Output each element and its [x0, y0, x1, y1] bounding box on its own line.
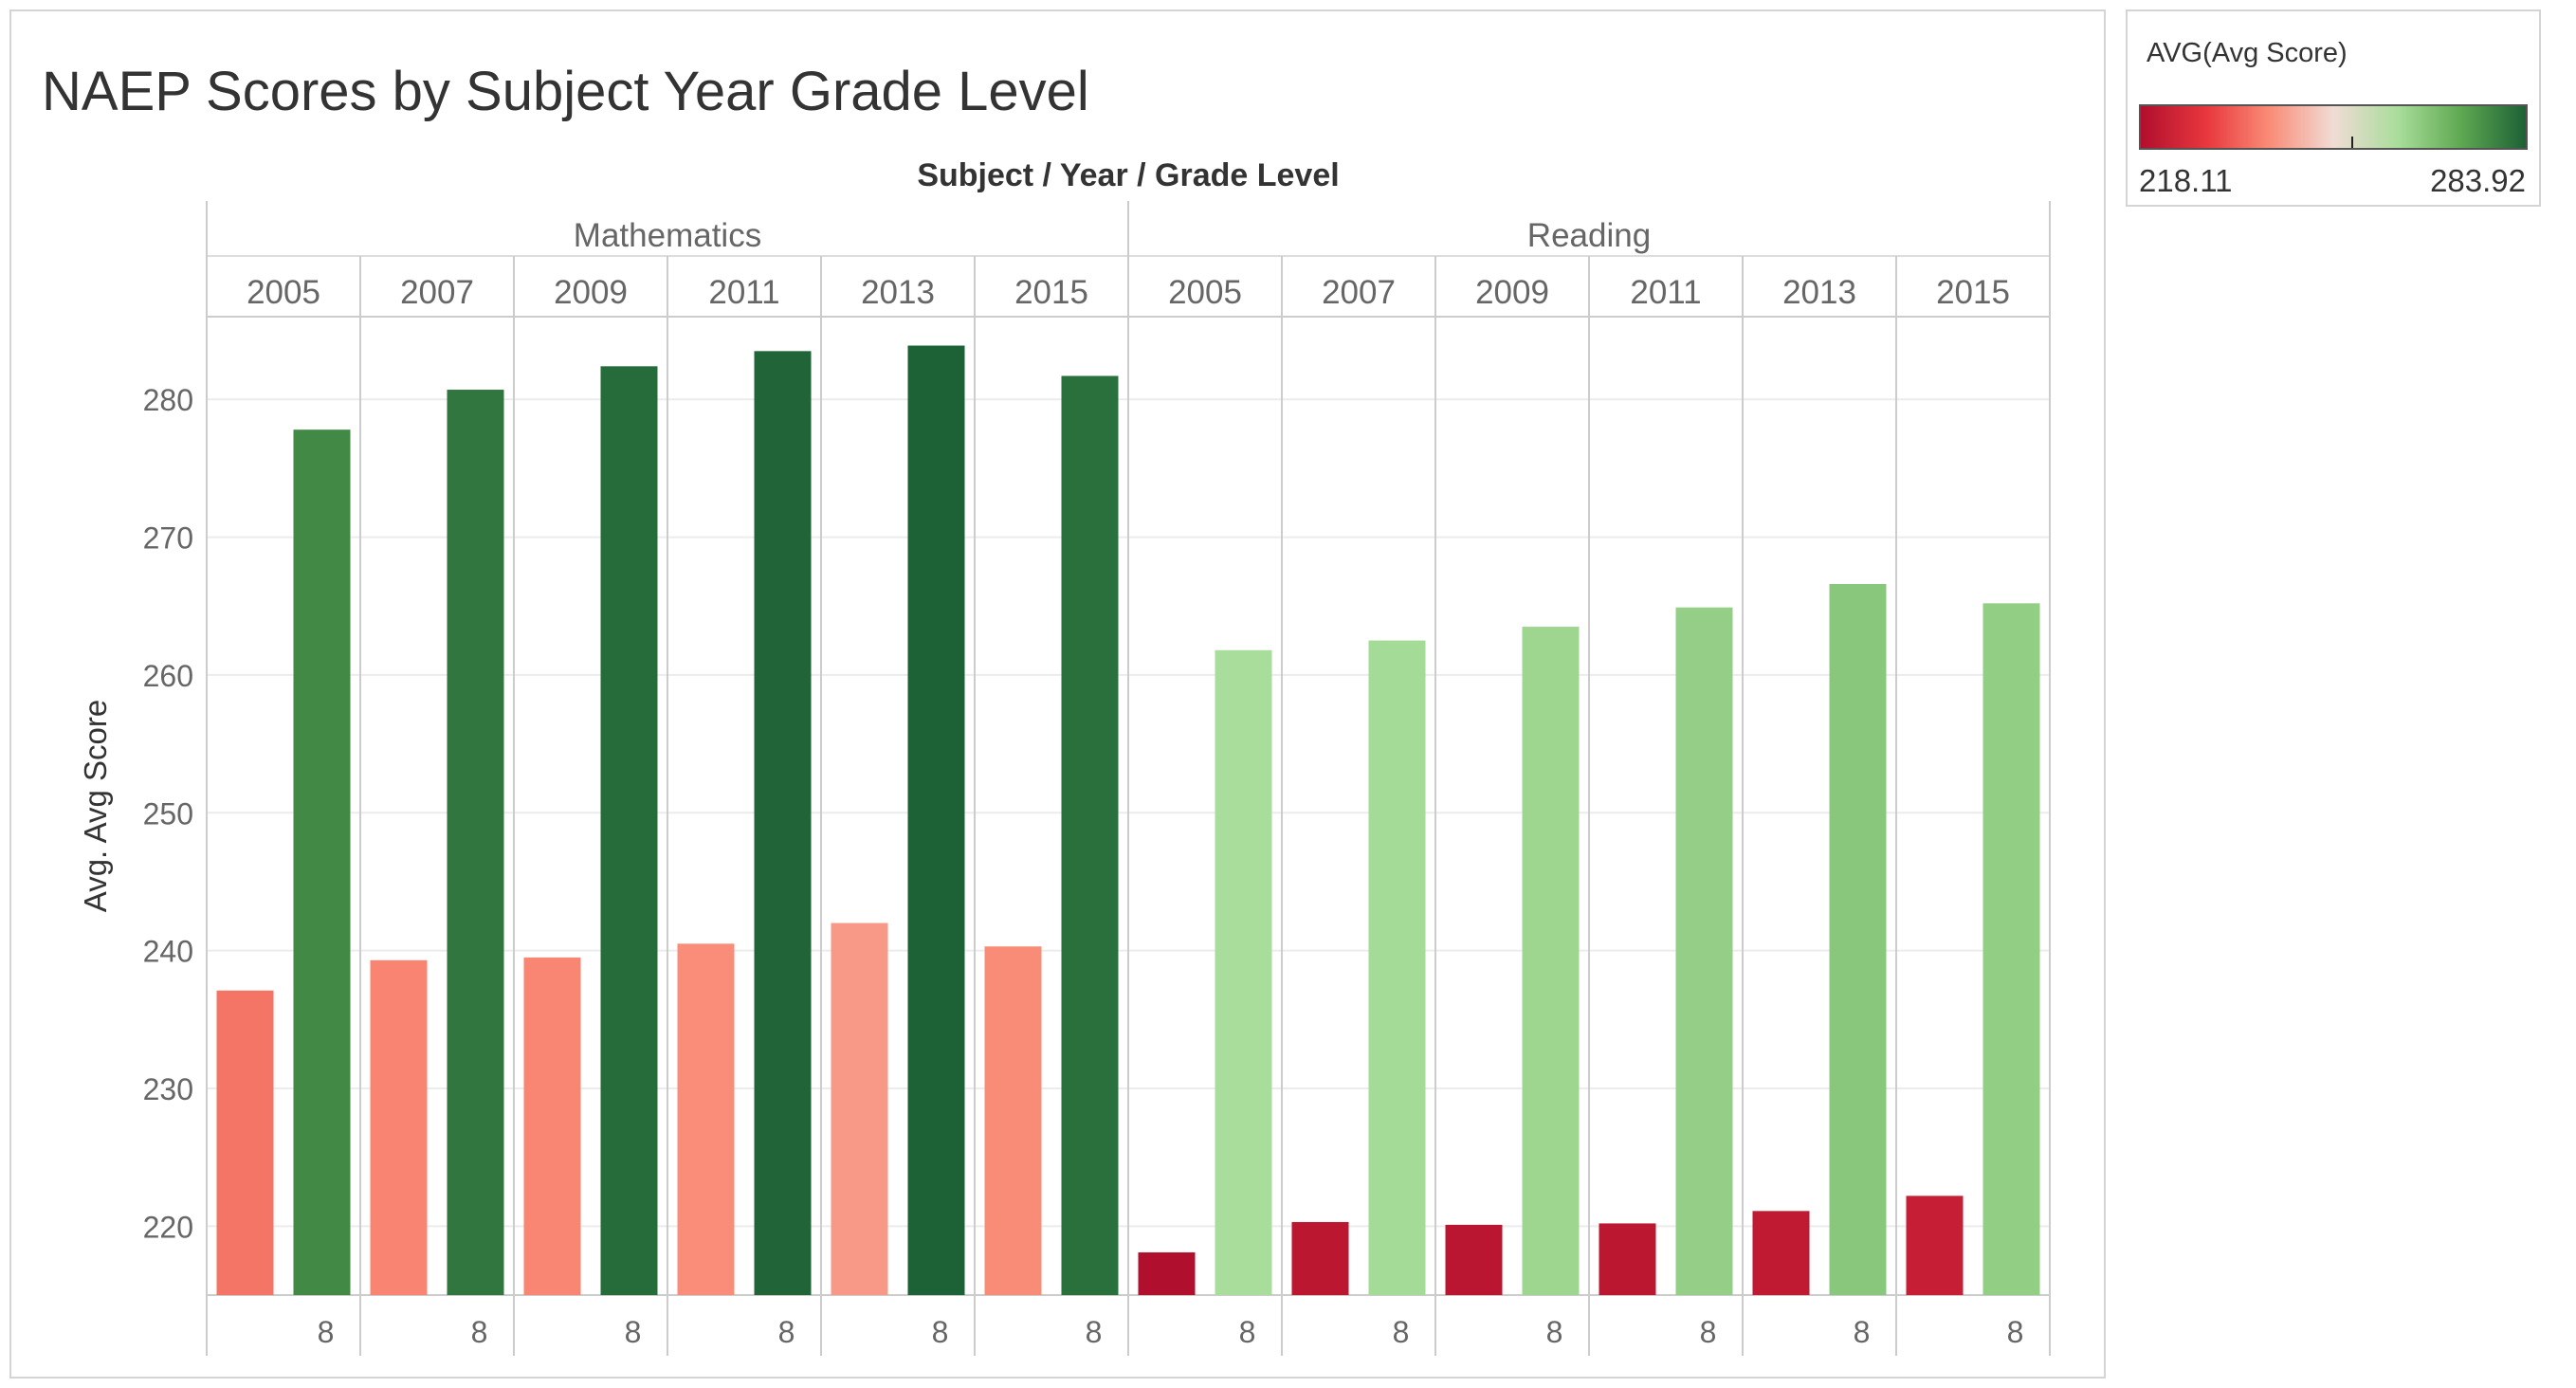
grade-label: 8 — [318, 1315, 335, 1349]
grade-label: 8 — [1546, 1315, 1563, 1349]
y-tick-label: 270 — [143, 521, 193, 556]
bar — [1599, 1223, 1656, 1295]
bar — [600, 366, 658, 1295]
year-header: 2009 — [554, 274, 628, 311]
grade-label: 8 — [932, 1315, 949, 1349]
year-header: 2015 — [1936, 274, 2010, 311]
bar-chart: NAEP Scores by Subject Year Grade Level S… — [42, 61, 2051, 1356]
bar — [831, 922, 888, 1295]
grade-label: 8 — [1700, 1315, 1717, 1349]
color-legend[interactable]: AVG(Avg Score) 218.11 283.92 — [2126, 9, 2541, 207]
year-header: 2011 — [708, 274, 779, 311]
grade-label: 8 — [1393, 1315, 1410, 1349]
legend-max-value: 283.92 — [2430, 163, 2526, 198]
y-tick-label: 220 — [143, 1210, 193, 1244]
year-header: 2011 — [1630, 274, 1701, 311]
chart-panel: NAEP Scores by Subject Year Grade Level S… — [9, 9, 2106, 1379]
year-header: 2013 — [861, 274, 935, 311]
grade-label: 8 — [1086, 1315, 1103, 1349]
year-header: 2007 — [400, 274, 474, 311]
grade-label: 8 — [1854, 1315, 1871, 1349]
bar — [1061, 375, 1119, 1295]
bar — [1752, 1211, 1810, 1295]
grade-label: 8 — [625, 1315, 642, 1349]
y-tick-label: 250 — [143, 796, 193, 831]
grade-label: 8 — [1239, 1315, 1256, 1349]
year-header: 2005 — [1168, 274, 1242, 311]
legend-center-tick — [2351, 137, 2353, 148]
y-axis-label: Avg. Avg Score — [78, 700, 113, 912]
year-header: 2005 — [247, 274, 320, 311]
subject-header: Mathematics — [574, 217, 761, 254]
legend-title: AVG(Avg Score) — [2147, 38, 2348, 68]
y-tick-label: 230 — [143, 1072, 193, 1106]
year-header: 2013 — [1782, 274, 1856, 311]
bar — [216, 990, 274, 1295]
grade-label: 8 — [471, 1315, 488, 1349]
bar — [754, 351, 812, 1296]
header-title: Subject / Year / Grade Level — [917, 157, 1339, 193]
bar — [293, 429, 351, 1295]
legend-color-ramp[interactable] — [2139, 104, 2528, 150]
bar — [907, 345, 965, 1296]
chart-title: NAEP Scores by Subject Year Grade Level — [42, 61, 1089, 122]
grade-label: 8 — [2007, 1315, 2024, 1349]
subject-header: Reading — [1527, 217, 1651, 254]
bar — [1291, 1221, 1349, 1295]
bar — [1829, 583, 1887, 1295]
y-tick-label: 280 — [143, 383, 193, 417]
legend-min-value: 218.11 — [2139, 163, 2233, 198]
y-tick-label: 260 — [143, 659, 193, 693]
bar — [523, 957, 581, 1295]
bar — [1522, 627, 1580, 1295]
y-tick-label: 240 — [143, 935, 193, 969]
bar — [984, 946, 1042, 1295]
year-header: 2015 — [1014, 274, 1088, 311]
grade-label: 8 — [778, 1315, 795, 1349]
bar — [370, 959, 428, 1295]
year-header: 2007 — [1322, 274, 1396, 311]
bar — [1982, 603, 2040, 1295]
bar — [1675, 607, 1733, 1295]
year-header: 2009 — [1475, 274, 1549, 311]
bar — [677, 943, 735, 1295]
bar — [1445, 1224, 1503, 1295]
bar — [1368, 640, 1426, 1295]
bar — [1215, 649, 1272, 1295]
bar — [1906, 1196, 1964, 1295]
bar — [1138, 1251, 1196, 1295]
bar — [447, 390, 504, 1295]
